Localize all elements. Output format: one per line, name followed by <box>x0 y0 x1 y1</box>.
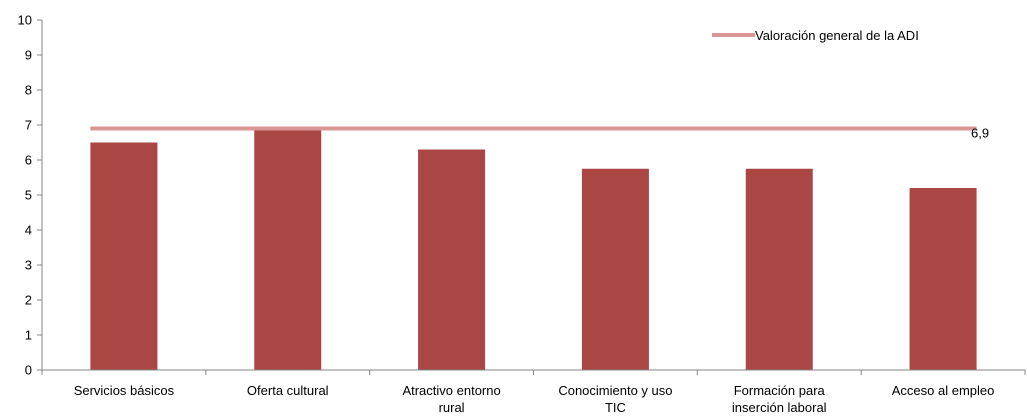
x-axis-ticks <box>41 370 1026 375</box>
y-tick-label: 7 <box>25 118 32 133</box>
x-tick-label: Oferta cultural <box>247 383 329 398</box>
bar <box>90 142 158 370</box>
bar <box>581 168 649 370</box>
y-axis-ticks: 0 1 2 3 4 5 6 7 8 9 10 <box>18 13 42 378</box>
y-tick-label: 6 <box>25 153 32 168</box>
x-tick-label: Servicios básicos <box>74 383 175 398</box>
bars <box>90 130 977 370</box>
category-labels: Servicios básicos Oferta cultural Atractiv… <box>74 383 995 415</box>
y-tick-label: 8 <box>25 83 32 98</box>
x-tick-label: Conocimiento y uso TIC <box>558 383 672 415</box>
legend: Valoración general de la ADI <box>712 28 919 43</box>
y-tick-label: 1 <box>25 328 32 343</box>
bar <box>745 168 813 370</box>
legend-label: Valoración general de la ADI <box>755 28 919 43</box>
y-tick-label: 4 <box>25 223 32 238</box>
x-tick-label: Atractivo entorno rural <box>402 383 500 415</box>
bar <box>254 130 322 370</box>
y-tick-label: 9 <box>25 48 32 63</box>
y-tick-label: 0 <box>25 363 32 378</box>
y-tick-label: 3 <box>25 258 32 273</box>
x-tick-label: Formación para inserción laboral <box>732 383 827 415</box>
y-tick-label: 2 <box>25 293 32 308</box>
bar <box>909 188 977 370</box>
reference-line-value-label: 6,9 <box>971 126 989 141</box>
y-tick-label: 5 <box>25 188 32 203</box>
x-tick-label: Acceso al empleo <box>892 383 995 398</box>
y-tick-label: 10 <box>18 13 32 28</box>
bar <box>418 149 486 370</box>
